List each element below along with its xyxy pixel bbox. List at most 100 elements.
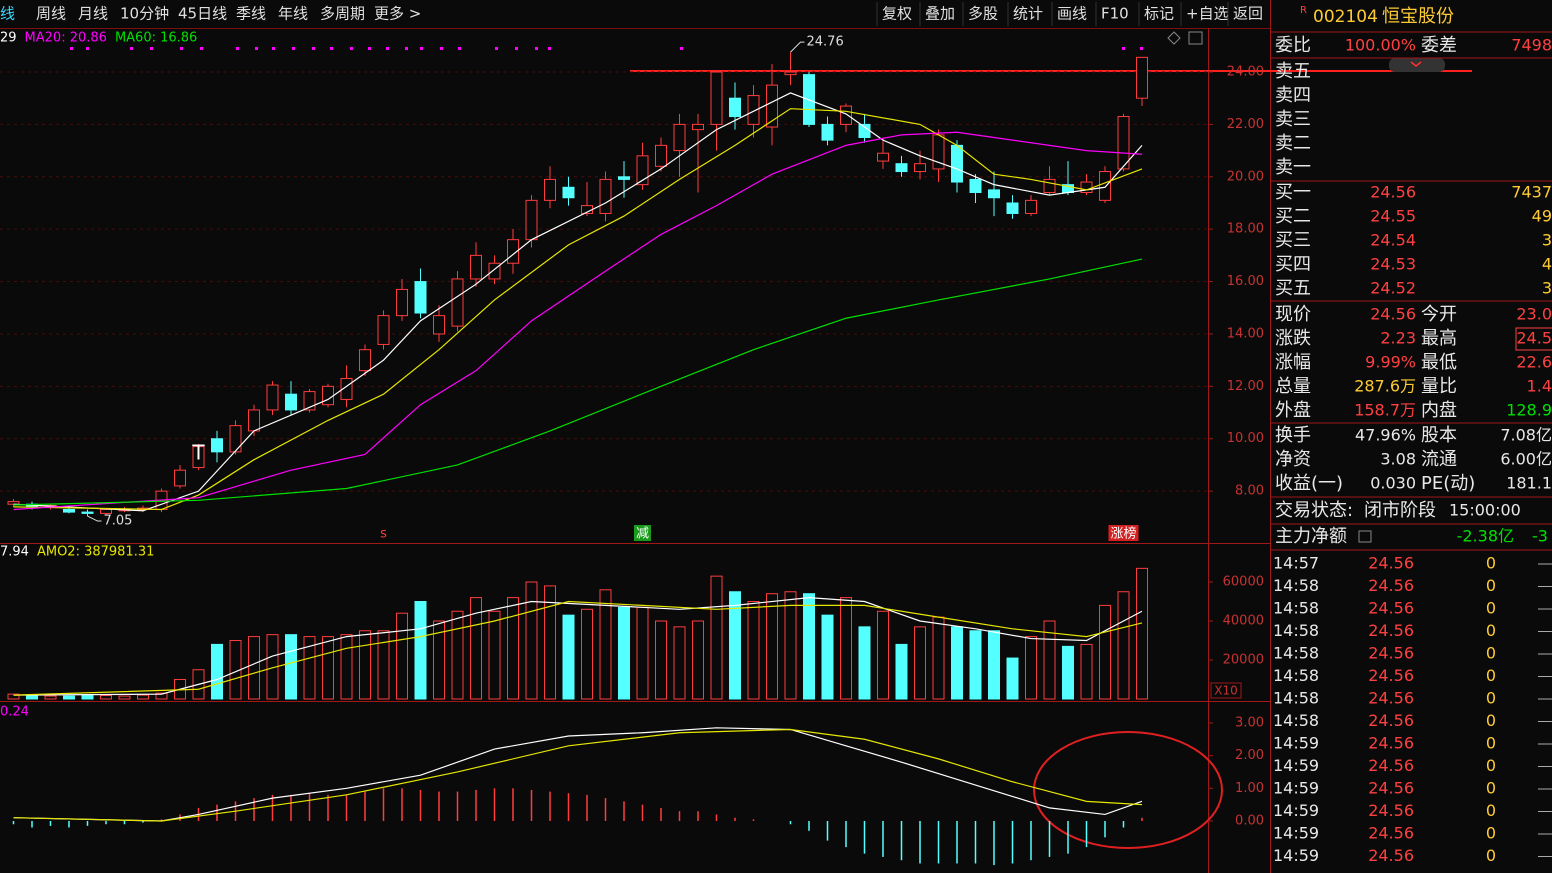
toolbar-button[interactable]: 统计 <box>1013 5 1043 23</box>
stat-value: 287.6万 <box>1354 377 1416 396</box>
toolbar-button[interactable]: 多股 <box>968 5 998 23</box>
toolbar-button[interactable]: F10 <box>1101 5 1129 23</box>
tick-volume: 0 <box>1486 644 1496 663</box>
row-value: 100.00% <box>1345 36 1416 55</box>
volume-bar <box>562 614 575 700</box>
candle-body <box>174 469 186 487</box>
y-tick-label: 16.00 <box>1227 274 1264 289</box>
signal-marker: T <box>191 441 205 465</box>
period-tab[interactable]: 线 <box>0 5 15 23</box>
candle-body <box>488 262 501 280</box>
y-tick-label: 40000 <box>1223 614 1264 629</box>
row-value: 7498 <box>1511 36 1552 55</box>
signal-dot <box>86 47 89 50</box>
toolbar-button[interactable]: +自选 <box>1186 5 1229 23</box>
tick-price: 24.56 <box>1368 824 1414 843</box>
volume-bar <box>1043 620 1056 700</box>
candle-body <box>507 239 519 264</box>
indicator-label: 29 <box>0 31 17 46</box>
tick-price: 24.56 <box>1368 734 1414 753</box>
candle-body <box>192 446 205 469</box>
tick-volume: 0 <box>1486 576 1496 595</box>
volume-bar <box>211 643 223 700</box>
tick-time: 14:58 <box>1273 711 1319 730</box>
status-value: 闭市阶段 <box>1364 500 1436 521</box>
tick-price: 24.56 <box>1368 599 1414 618</box>
period-tab[interactable]: 10分钟 <box>120 5 169 23</box>
volume-bar <box>1080 643 1093 700</box>
bid-label: 买三 <box>1275 230 1311 251</box>
candle-body <box>1136 56 1148 99</box>
stat-value: 158.7万 <box>1354 401 1416 420</box>
volume-bar <box>544 585 556 700</box>
y-tick-label: 18.00 <box>1227 222 1264 237</box>
period-tab[interactable]: 年线 <box>278 5 308 23</box>
signal-dot <box>150 47 153 50</box>
collapse-icon <box>1410 61 1422 67</box>
extreme-label: 24.76 <box>807 35 844 50</box>
signal-dot <box>350 47 353 50</box>
tick-price: 24.56 <box>1368 846 1414 865</box>
tick-volume: 0 <box>1486 666 1496 685</box>
stat-value: 128.9 <box>1506 401 1552 420</box>
period-tab[interactable]: 季线 <box>236 5 266 23</box>
toolbar-button[interactable]: 返回 <box>1233 5 1263 23</box>
candle-body <box>303 391 316 411</box>
flow-icon[interactable] <box>1358 530 1372 543</box>
indicator-line <box>13 258 1143 506</box>
candle-body <box>673 123 686 152</box>
volume-bar <box>932 616 945 700</box>
signal-text: s <box>380 527 387 542</box>
highlight-box <box>1515 327 1552 351</box>
volume-bar <box>821 614 834 700</box>
volume-bar <box>618 606 630 700</box>
tick-volume: 0 <box>1486 756 1496 775</box>
toolbar-button[interactable]: 叠加 <box>925 5 955 23</box>
extreme-pointer <box>790 41 805 53</box>
volume-bar <box>840 597 852 700</box>
tick-volume: 0 <box>1486 824 1496 843</box>
signal-dot <box>405 47 408 50</box>
volume-bar <box>673 626 686 700</box>
volume-bar <box>525 581 538 700</box>
candle-body <box>248 409 260 432</box>
stat-label: 净资 <box>1275 449 1311 470</box>
bid-volume: 7437 <box>1511 183 1552 202</box>
stat-label: 现价 <box>1275 304 1311 325</box>
toolbar-button[interactable]: 标记 <box>1144 5 1174 23</box>
indicator-line <box>13 108 1143 511</box>
candle-body <box>840 105 852 125</box>
window-icon[interactable] <box>1188 31 1203 45</box>
signal-dot <box>420 47 423 50</box>
candle-body <box>729 97 741 118</box>
signal-dot <box>548 47 551 50</box>
stat-label: 涨幅 <box>1275 352 1311 373</box>
stat-value: 3.08 <box>1380 450 1416 469</box>
period-tab[interactable]: 更多 > <box>374 5 421 23</box>
volume-bar <box>599 589 612 700</box>
signal-badge <box>1108 525 1139 541</box>
tick-volume: 0 <box>1486 801 1496 820</box>
volume-bar <box>581 608 593 700</box>
diamond-icon[interactable] <box>1167 31 1181 45</box>
tick-volume: 0 <box>1486 554 1496 573</box>
stat-value: 7.08亿 <box>1500 426 1552 445</box>
tick-time: 14:59 <box>1273 734 1319 753</box>
signal-dot <box>312 47 315 50</box>
tick-time: 14:59 <box>1273 756 1319 775</box>
volume-bar <box>81 694 94 700</box>
period-tab[interactable]: 多周期 <box>320 5 365 23</box>
volume-bar <box>1099 604 1111 700</box>
candle-body <box>266 384 279 411</box>
signal-dot <box>292 47 295 50</box>
toolbar-button[interactable]: 画线 <box>1057 5 1087 23</box>
indicator-line <box>13 92 1143 512</box>
candle-body <box>1025 199 1037 214</box>
period-tab[interactable]: 周线 <box>36 5 66 23</box>
stat-value: 23.0 <box>1516 305 1552 324</box>
ask-label: 卖一 <box>1275 157 1311 178</box>
period-tab[interactable]: 45日线 <box>178 5 227 23</box>
toolbar-button[interactable]: 复权 <box>882 5 912 23</box>
period-tab[interactable]: 月线 <box>78 5 108 23</box>
